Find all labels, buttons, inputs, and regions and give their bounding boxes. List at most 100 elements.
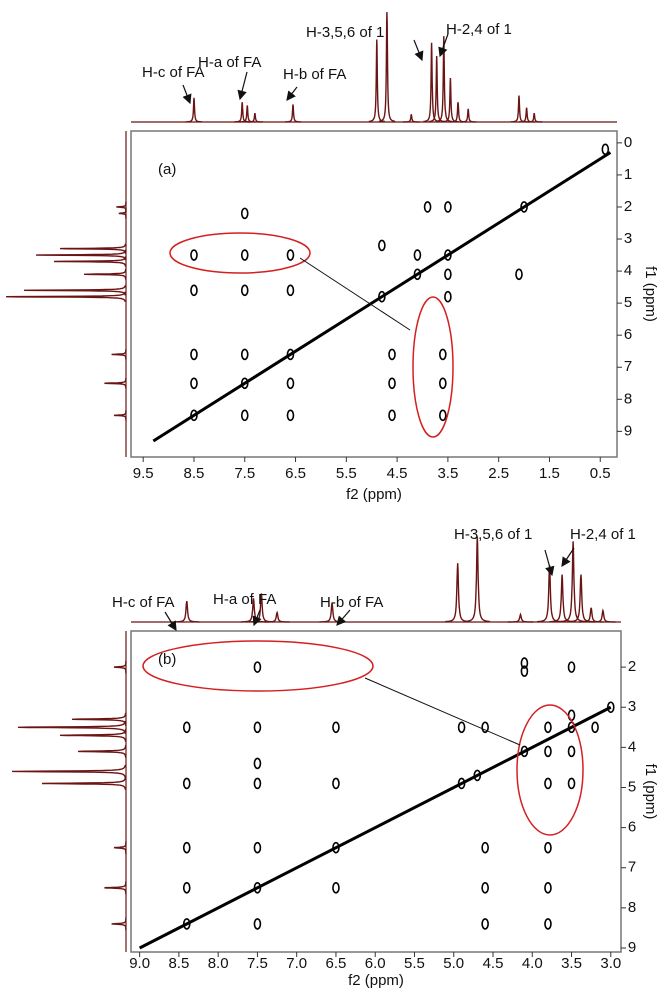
cross-peak <box>439 377 447 390</box>
left-spectrum-peak <box>116 201 127 213</box>
cross-peak <box>240 284 249 297</box>
cross-peak <box>444 290 452 303</box>
cross-peak <box>544 721 552 734</box>
left-spectrum-peak <box>53 256 127 267</box>
left-spectrum-peak <box>83 268 127 280</box>
x-axis-label: f2 (ppm) <box>348 972 404 988</box>
cross-peak <box>520 201 528 213</box>
cross-peak <box>182 721 191 734</box>
cross-peak <box>240 348 249 361</box>
cross-peak <box>567 745 576 758</box>
cross-peak <box>444 249 452 261</box>
cross-peak <box>567 661 576 673</box>
y-tick-label: 3 <box>628 698 636 715</box>
cross-peak <box>378 239 386 252</box>
peak-annotation: H-c of FA <box>112 594 175 611</box>
top-spectrum-peak <box>368 39 385 123</box>
cross-peak <box>190 348 198 361</box>
cross-peak <box>286 377 295 390</box>
cross-peak <box>601 143 610 156</box>
peak-annotation: H-b of FA <box>320 594 383 611</box>
top-spectrum-peak <box>246 113 264 123</box>
cross-peak <box>457 721 466 734</box>
top-spectrum-peak <box>510 95 528 123</box>
annotation-arrow <box>544 549 555 577</box>
left-spectrum-peak <box>59 243 127 254</box>
x-tick-label: 5.0 <box>443 955 464 972</box>
peak-annotation: H-a of FA <box>198 54 261 71</box>
cross-peak <box>286 284 295 297</box>
y-tick-label: 9 <box>624 422 632 439</box>
diagonal <box>152 151 612 443</box>
cross-peak <box>481 918 489 930</box>
highlight-link <box>299 257 411 331</box>
highlight-ellipse <box>412 296 454 438</box>
x-tick-label: 4.5 <box>483 955 504 972</box>
plot-frame <box>130 130 618 458</box>
top-spectrum-peak <box>460 108 477 123</box>
cross-peak <box>473 769 482 782</box>
top-spectrum-peak <box>507 612 534 623</box>
cross-peak <box>520 665 529 677</box>
cross-peak <box>286 249 295 261</box>
annotation-arrow <box>237 71 248 101</box>
top-spectrum-peak <box>537 564 563 623</box>
left-spectrum-peak <box>113 660 127 674</box>
x-tick-label: 8.0 <box>208 955 229 972</box>
left-spectrum-peak <box>113 410 127 421</box>
left-spectrum-peak <box>35 249 127 261</box>
left-spectrum-peak <box>23 285 127 296</box>
cross-peak <box>190 284 198 297</box>
left-spectrum-peak <box>104 881 127 895</box>
annotation-arrow <box>286 86 298 101</box>
cross-peak <box>457 777 466 790</box>
cross-peak <box>544 841 552 854</box>
cross-peak <box>240 249 249 261</box>
top-spectrum-peak <box>174 600 200 623</box>
cross-peak <box>253 881 262 894</box>
left-spectrum-peak <box>17 720 127 734</box>
y-tick-label: 7 <box>624 358 632 375</box>
annotation-arrow <box>252 609 262 627</box>
y-tick-label: 4 <box>628 738 636 755</box>
y-axis-label: f1 (ppm) <box>642 266 659 322</box>
x-tick-label: 7.5 <box>247 955 268 972</box>
annotation-arrow <box>561 547 575 567</box>
top-spectrum-peak <box>590 608 616 623</box>
annotation-arrow <box>336 609 351 626</box>
y-tick-label: 7 <box>628 859 636 876</box>
cross-peak <box>567 709 576 722</box>
annotation-arrow <box>164 611 177 632</box>
cross-peak <box>253 777 262 790</box>
cross-peak <box>413 268 422 281</box>
x-tick-label: 6.0 <box>365 955 386 972</box>
top-spectrum-peak <box>568 574 594 623</box>
cross-peak <box>240 409 249 422</box>
cross-peak <box>544 881 552 894</box>
y-tick-label: 1 <box>624 166 632 183</box>
left-spectrum-peak <box>111 917 127 931</box>
cross-peak <box>481 721 489 734</box>
cross-peak <box>182 918 191 930</box>
y-axis-label: f1 (ppm) <box>642 764 659 820</box>
left-spectrum-peak <box>11 764 127 779</box>
top-spectrum-peak <box>284 104 302 123</box>
y-tick-label: 3 <box>624 230 632 247</box>
x-tick-label: 3.5 <box>437 465 458 482</box>
highlight-ellipse <box>142 640 374 692</box>
cross-peak <box>190 249 198 261</box>
plot-frame <box>130 630 622 953</box>
x-tick-label: 8.5 <box>184 465 205 482</box>
top-spectrum-peak <box>378 11 396 123</box>
cross-peak <box>388 348 396 361</box>
cross-peak <box>332 881 340 894</box>
cross-peak <box>253 757 262 770</box>
left-spectrum-peak <box>118 208 127 219</box>
panel-label: (a) <box>158 161 176 178</box>
cross-peak <box>444 201 452 213</box>
left-spectrum-peak <box>113 841 127 855</box>
cross-peak <box>190 409 198 422</box>
x-tick-label: 8.5 <box>168 955 189 972</box>
panel-label: (b) <box>158 651 176 668</box>
left-spectrum-peak <box>59 728 127 742</box>
